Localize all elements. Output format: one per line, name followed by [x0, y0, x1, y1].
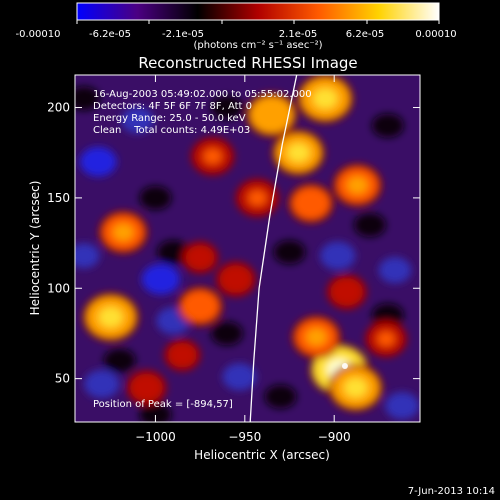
heatmap-dip	[222, 363, 257, 391]
x-axis-ticks: −1000 −950 −900	[135, 75, 351, 444]
peak-marker	[341, 362, 348, 369]
y-axis-label: Heliocentric Y (arcsec)	[28, 181, 42, 316]
y-tick-label: 100	[47, 281, 70, 295]
background-dark-patch	[75, 86, 100, 111]
x-axis-label: Heliocentric X (arcsec)	[194, 448, 330, 462]
observation-annotations: 16-Aug-2003 05:49:02.000 to 05:55:02.000…	[93, 89, 312, 410]
background-dark-patch	[157, 240, 190, 265]
heatmap-source-core	[112, 223, 134, 241]
colorbar-tick-label: -0.00010	[16, 29, 61, 40]
heatmap-source-core	[377, 331, 395, 347]
colorbar-tick-label: 6.2e-05	[346, 29, 384, 40]
heatmap-source-core	[190, 298, 210, 315]
background-dark-patch	[210, 321, 243, 346]
heatmap-source-core	[248, 190, 267, 206]
colorbar-tick-label: 0.00010	[415, 29, 456, 40]
heatmap-source-core	[287, 143, 310, 163]
heatmap-source-core	[203, 148, 222, 164]
colorbar-gradient	[76, 2, 440, 21]
background-dark-patch	[139, 402, 172, 422]
heatmap-dip	[141, 263, 180, 295]
background-dark-patch	[139, 185, 172, 210]
heatmap-dip	[75, 243, 100, 269]
heatmap-source-core	[306, 328, 327, 346]
heatmap-source-core	[98, 307, 123, 328]
heatmap-dip	[84, 369, 120, 399]
heatmap-source-core	[338, 285, 355, 299]
heatmap-source-core	[343, 377, 368, 398]
heatmap-source-core	[138, 380, 155, 395]
colorbar-unit-label: (photons cm⁻² s⁻¹ asec⁻²)	[193, 40, 322, 51]
heatmap-source-core	[301, 195, 321, 212]
heatmap-dip	[121, 107, 154, 134]
x-tick-label: −950	[228, 430, 261, 444]
annotation-clean-counts: Clean Total counts: 4.49E+03	[93, 125, 250, 136]
colorbar: -0.00010 -6.2e-05 -2.1e-05 2.1e-05 6.2e-…	[16, 2, 457, 51]
y-tick-label: 200	[47, 101, 70, 115]
annotation-energy-range: Energy Range: 25.0 - 50.0 keV	[93, 113, 246, 124]
footer-date: 7-Jun-2013 10:14	[408, 486, 495, 497]
background-dark-patch	[353, 213, 386, 238]
heatmap-source-core	[227, 272, 244, 286]
colorbar-tick-label: 2.1e-05	[279, 29, 317, 40]
annotation-peak-position: Position of Peak = [-894,57]	[93, 399, 233, 410]
chart-title: Reconstructed RHESSI Image	[138, 54, 357, 72]
heatmap-dip	[385, 392, 420, 420]
heatmap-dip	[79, 147, 117, 177]
colorbar-tick-label: -2.1e-05	[162, 29, 204, 40]
y-axis-ticks: 50 100 150 200	[47, 101, 420, 386]
solar-limb-line	[249, 75, 298, 422]
heatmap-source-core	[192, 251, 208, 264]
heatmap-source-core	[347, 176, 368, 194]
x-tick-label: −900	[318, 430, 351, 444]
heatmap-source-core	[260, 105, 283, 124]
heatmap-source-core	[175, 349, 190, 362]
heatmap-dip	[320, 241, 356, 270]
plot-frame	[74, 74, 421, 423]
colorbar-tick-label: -6.2e-05	[89, 29, 131, 40]
heatmap-dip	[378, 257, 412, 284]
y-tick-label: 150	[47, 191, 70, 205]
x-tick-label: −1000	[135, 430, 176, 444]
heatmap-image	[75, 75, 420, 422]
background-dark-patch	[273, 240, 306, 265]
background-dark-patch	[371, 113, 404, 138]
colorbar-ticks	[76, 20, 440, 24]
background-dark-patch	[210, 95, 243, 120]
annotation-detectors: Detectors: 4F 5F 6F 7F 8F, Att 0	[93, 101, 252, 112]
y-tick-label: 50	[55, 372, 70, 386]
background-dark-patch	[103, 348, 136, 373]
annotation-time-range: 16-Aug-2003 05:49:02.000 to 05:55:02.000	[93, 89, 312, 100]
heatmap-source-core	[313, 88, 338, 109]
background-dark-patch	[264, 384, 297, 409]
